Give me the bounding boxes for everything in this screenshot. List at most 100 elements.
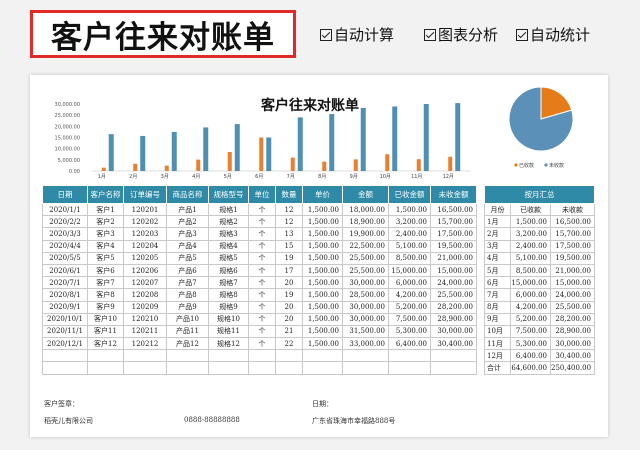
table-cell[interactable]: 30,000.00 [342,312,389,326]
table-cell[interactable]: 规格9 [208,300,249,314]
table-cell[interactable]: 120202 [123,215,167,229]
table-cell[interactable]: 8,500.00 [388,251,431,265]
table-cell[interactable]: 25,500.00 [342,263,389,278]
table-cell[interactable]: 客户7 [87,276,124,290]
table-cell[interactable] [388,361,431,375]
table-cell[interactable]: 个 [248,239,276,253]
table-cell[interactable]: 1,500.00 [302,337,343,351]
table-cell[interactable]: 120209 [123,300,167,314]
table-cell[interactable]: 产品9 [166,300,209,314]
table-cell[interactable]: 1,500.00 [302,215,343,229]
table-cell[interactable]: 2020/4/4 [42,239,88,253]
table-cell[interactable]: 21 [275,324,303,339]
table-cell[interactable]: 产品6 [166,263,209,278]
table-cell[interactable]: 客户5 [87,251,124,265]
table-cell[interactable]: 17,500.00 [430,227,477,241]
table-cell[interactable]: 2020/6/1 [42,263,88,278]
table-cell[interactable]: 1,500.00 [388,202,431,217]
table-cell[interactable]: 120201 [123,202,167,217]
table-cell[interactable]: 客户2 [87,215,124,229]
table-cell[interactable] [342,361,389,375]
table-cell[interactable]: 产品8 [166,288,209,302]
table-cell[interactable]: 20 [275,312,303,326]
table-cell[interactable]: 1,500.00 [302,251,343,265]
table-cell[interactable]: 2020/2/2 [42,215,88,229]
table-cell[interactable]: 2020/5/5 [42,251,88,265]
table-cell[interactable]: 24,000.00 [430,276,477,290]
table-cell[interactable]: 个 [248,324,276,339]
table-cell[interactable]: 1,500.00 [302,312,343,326]
table-cell[interactable]: 客户8 [87,288,124,302]
table-cell[interactable]: 2020/8/1 [42,288,88,302]
table-cell[interactable]: 22,500.00 [342,239,389,253]
table-cell[interactable]: 产品1 [166,202,209,217]
table-cell[interactable]: 20 [275,300,303,314]
table-cell[interactable]: 15 [275,239,303,253]
table-cell[interactable]: 规格1 [208,202,249,217]
table-cell[interactable]: 客户11 [87,324,124,339]
table-cell[interactable] [275,349,303,363]
table-cell[interactable]: 7,500.00 [388,312,431,326]
table-cell[interactable]: 28,900.00 [430,312,477,326]
table-cell[interactable]: 5,300.00 [388,324,431,339]
table-cell[interactable]: 1,500.00 [302,276,343,290]
table-cell[interactable]: 1,500.00 [302,227,343,241]
table-cell[interactable]: 31,500.00 [342,324,389,339]
table-cell[interactable]: 个 [248,251,276,265]
table-cell[interactable]: 产品2 [166,215,209,229]
table-cell[interactable]: 120208 [123,288,167,302]
table-cell[interactable] [166,361,209,375]
table-cell[interactable]: 产品7 [166,276,209,290]
table-cell[interactable]: 客户9 [87,300,124,314]
table-cell[interactable]: 1,500.00 [302,202,343,217]
table-cell[interactable]: 个 [248,202,276,217]
table-cell[interactable] [342,349,389,363]
table-cell[interactable]: 5,100.00 [388,239,431,253]
table-cell[interactable]: 产品4 [166,239,209,253]
table-cell[interactable]: 产品10 [166,312,209,326]
table-cell[interactable]: 3,200.00 [388,215,431,229]
table-cell[interactable] [123,361,167,375]
table-cell[interactable] [208,361,249,375]
table-cell[interactable]: 个 [248,215,276,229]
table-cell[interactable]: 18,900.00 [342,215,389,229]
table-cell[interactable]: 规格7 [208,276,249,290]
table-cell[interactable]: 4,200.00 [388,288,431,302]
table-cell[interactable]: 个 [248,288,276,302]
table-cell[interactable]: 28,200.00 [430,300,477,314]
table-cell[interactable]: 120207 [123,276,167,290]
table-cell[interactable]: 30,000.00 [342,300,389,314]
table-cell[interactable]: 30,000.00 [430,324,477,339]
table-cell[interactable]: 16,500.00 [430,202,477,217]
table-cell[interactable]: 120203 [123,227,167,241]
table-cell[interactable]: 产品11 [166,324,209,339]
table-cell[interactable]: 15,700.00 [430,215,477,229]
table-cell[interactable] [208,349,249,363]
table-cell[interactable]: 规格8 [208,288,249,302]
table-cell[interactable]: 5,200.00 [388,300,431,314]
table-cell[interactable]: 产品3 [166,227,209,241]
table-cell[interactable] [430,361,477,375]
table-cell[interactable]: 120210 [123,312,167,326]
table-cell[interactable]: 19,900.00 [342,227,389,241]
table-cell[interactable]: 15,000.00 [430,263,477,278]
table-cell[interactable]: 19 [275,288,303,302]
table-cell[interactable]: 30,000.00 [342,276,389,290]
table-cell[interactable]: 规格10 [208,312,249,326]
table-cell[interactable]: 客户1 [87,202,124,217]
table-cell[interactable]: 规格3 [208,227,249,241]
table-cell[interactable]: 19 [275,251,303,265]
table-cell[interactable]: 个 [248,227,276,241]
table-cell[interactable]: 15,000.00 [388,263,431,278]
table-cell[interactable]: 规格2 [208,215,249,229]
table-cell[interactable]: 21,000.00 [430,251,477,265]
table-cell[interactable]: 2020/10/1 [42,312,88,326]
table-cell[interactable]: 客户12 [87,337,124,351]
table-cell[interactable] [248,349,276,363]
table-cell[interactable] [42,361,88,375]
table-cell[interactable]: 25,500.00 [430,288,477,302]
table-cell[interactable]: 规格12 [208,337,249,351]
table-cell[interactable]: 2,400.00 [388,227,431,241]
table-cell[interactable]: 12 [275,202,303,217]
table-cell[interactable]: 个 [248,300,276,314]
